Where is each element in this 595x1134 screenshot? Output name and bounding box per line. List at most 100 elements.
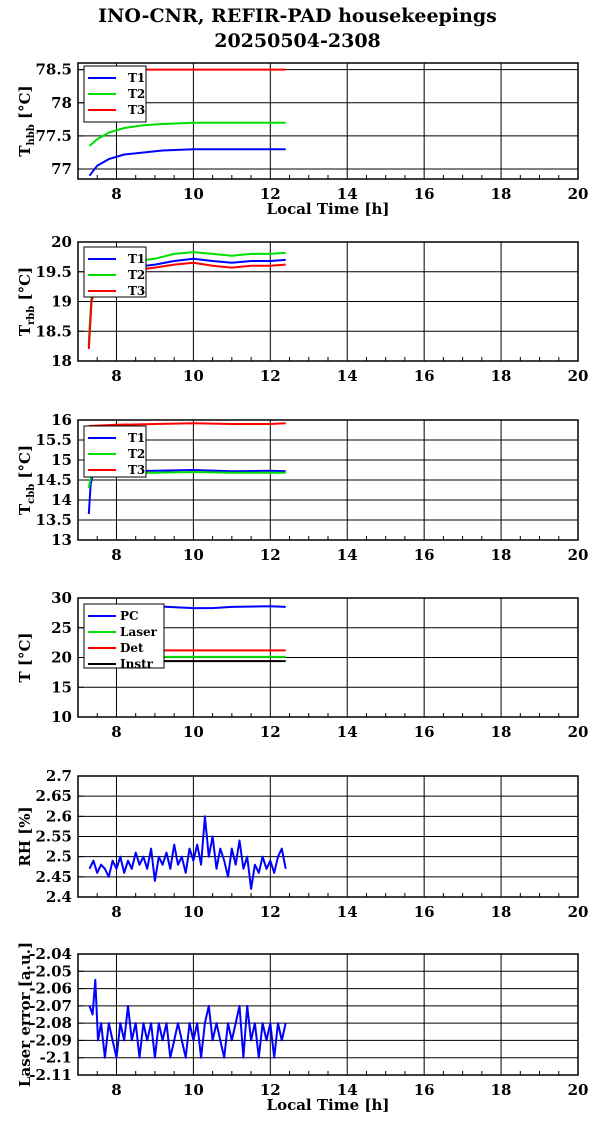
- y-tick-label: 77.5: [35, 127, 72, 145]
- series-line-t2: [88, 121, 286, 147]
- x-tick-label: 8: [111, 1081, 121, 1099]
- x-tick-label: 16: [414, 903, 435, 921]
- panel-1: 77 77.5 78 78.5 8 10 12 14 16 18 20 T1 T2 T3 Thbb [°C]…: [16, 61, 588, 218]
- x-tick-label: 10: [183, 185, 204, 203]
- title-line-2: 20250504-2308: [214, 30, 381, 52]
- panel-4: 10 15 20 25 30 8 10 12 14 16 18 20 PC Laser Det Instr T …: [16, 589, 588, 741]
- y-tick-label: 19: [51, 293, 72, 311]
- series-line-t1: [87, 469, 286, 515]
- y-tick-label: 13: [51, 531, 72, 549]
- y-tick-label: 2.65: [35, 787, 72, 805]
- x-tick-label: 10: [183, 367, 204, 385]
- legend-box: [83, 425, 147, 478]
- y-tick-label: 2.7: [46, 767, 72, 785]
- plot-frame: [77, 241, 579, 362]
- y-tick-label: -2.11: [29, 1066, 72, 1084]
- y-axis-label: Trbb [°C]: [16, 267, 37, 336]
- y-tick-label: 30: [51, 589, 72, 607]
- x-tick-label: 20: [568, 546, 589, 564]
- y-tick-label: -2.07: [29, 997, 72, 1015]
- y-tick-label: -2.04: [29, 945, 72, 963]
- y-tick-label: -2.1: [40, 1049, 72, 1067]
- x-tick-label: 14: [337, 546, 358, 564]
- plot-frame: [77, 953, 579, 1076]
- legend-label: T2: [128, 268, 145, 282]
- legend-label: T2: [128, 447, 145, 461]
- x-tick-label: 12: [260, 903, 281, 921]
- x-tick-label: 18: [491, 367, 512, 385]
- x-tick-label: 18: [491, 185, 512, 203]
- y-axis-label: Laser error [a.u.]: [16, 942, 34, 1087]
- y-tick-label: 15.5: [35, 431, 72, 449]
- x-tick-label: 12: [260, 1081, 281, 1099]
- x-tick-label: 10: [183, 723, 204, 741]
- y-tick-label: 19.5: [35, 263, 72, 281]
- x-tick-label: 16: [414, 723, 435, 741]
- y-tick-label: -2.05: [29, 962, 72, 980]
- legend-label: T3: [128, 463, 145, 477]
- legend-label: T3: [128, 103, 145, 117]
- legend-label: Laser: [120, 625, 158, 639]
- y-axis-label: Thbb [°C]: [16, 85, 37, 156]
- x-tick-label: 16: [414, 367, 435, 385]
- x-tick-label: 16: [414, 185, 435, 203]
- title-line-1: INO-CNR, REFIR-PAD housekeepings: [98, 5, 497, 27]
- y-tick-label: 15: [51, 678, 72, 696]
- x-tick-label: 10: [183, 1081, 204, 1099]
- y-tick-label: 13.5: [35, 511, 72, 529]
- legend-label: T1: [128, 252, 145, 266]
- y-tick-label: 78.5: [35, 61, 72, 79]
- y-tick-label: -2.08: [29, 1014, 72, 1032]
- x-tick-label: 18: [491, 903, 512, 921]
- legend-label: T1: [128, 71, 145, 85]
- y-tick-label: 18: [51, 352, 72, 370]
- y-tick-label: 2.4: [46, 888, 72, 906]
- legend-label: T1: [128, 431, 145, 445]
- legend-label: Det: [120, 641, 144, 655]
- y-tick-label: 14.5: [35, 471, 72, 489]
- legend: PC Laser Det Instr: [83, 603, 165, 671]
- x-tick-label: 10: [183, 546, 204, 564]
- y-tick-label: -2.09: [29, 1031, 72, 1049]
- legend-label: T2: [128, 87, 145, 101]
- x-tick-label: 12: [260, 546, 281, 564]
- y-tick-label: 18.5: [35, 322, 72, 340]
- x-tick-label: 8: [111, 723, 121, 741]
- x-tick-label: 20: [568, 367, 589, 385]
- y-tick-label: 77: [51, 160, 72, 178]
- y-tick-label: 2.55: [35, 828, 72, 846]
- legend-label: Instr: [120, 657, 154, 671]
- x-tick-label: 14: [337, 1081, 358, 1099]
- plot-frame: [77, 597, 579, 718]
- plot-frame: [77, 775, 579, 898]
- legend: T1 T2 T3: [83, 425, 147, 478]
- x-tick-label: 20: [568, 185, 589, 203]
- plot-frame: [77, 62, 579, 180]
- legend-box: [83, 603, 165, 669]
- y-axis-label: Tcbb [°C]: [16, 445, 37, 515]
- x-axis-label: Local Time [h]: [267, 1096, 390, 1114]
- x-tick-label: 8: [111, 185, 121, 203]
- chart-title: INO-CNR, REFIR-PAD housekeepings 2025050…: [0, 4, 595, 54]
- series-line-t1: [88, 148, 286, 177]
- plot-frame: [77, 419, 579, 541]
- y-tick-label: 10: [51, 708, 72, 726]
- series-line-data: [88, 815, 287, 890]
- x-tick-label: 10: [183, 903, 204, 921]
- y-tick-label: 16: [51, 411, 72, 429]
- x-axis-label: Local Time [h]: [267, 200, 390, 218]
- x-tick-label: 20: [568, 723, 589, 741]
- x-tick-label: 12: [260, 367, 281, 385]
- y-axis-label: T [°C]: [16, 632, 34, 682]
- x-tick-label: 12: [260, 185, 281, 203]
- x-tick-label: 8: [111, 903, 121, 921]
- x-tick-label: 16: [414, 1081, 435, 1099]
- y-tick-label: 2.6: [46, 807, 72, 825]
- x-tick-label: 14: [337, 185, 358, 203]
- x-tick-label: 12: [260, 723, 281, 741]
- y-tick-label: 25: [51, 619, 72, 637]
- panel-5: 2.4 2.45 2.5 2.55 2.6 2.65 2.7 8 10 12 14 16 18 20 RH …: [16, 767, 588, 921]
- series-line-t3: [88, 422, 286, 427]
- x-tick-label: 8: [111, 367, 121, 385]
